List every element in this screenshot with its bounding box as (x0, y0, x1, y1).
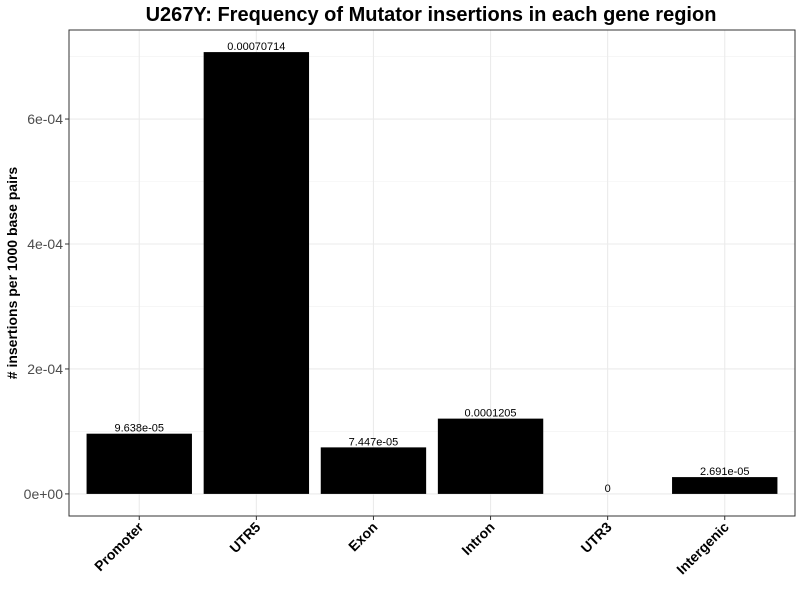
data-label-exon: 7.447e-05 (349, 436, 399, 448)
data-label-utr3: 0 (605, 483, 611, 495)
y-tick-label: 4e-04 (27, 236, 63, 252)
data-label-intergenic: 2.691e-05 (700, 466, 750, 478)
chart-title: U267Y: Frequency of Mutator insertions i… (146, 4, 717, 26)
bar-exon (320, 447, 427, 494)
bar-promoter (86, 433, 192, 494)
x-tick-label-utr3: UTR3 (578, 519, 615, 556)
y-tick-label: 2e-04 (27, 361, 63, 377)
x-tick-label-exon: Exon (345, 519, 381, 555)
bars (86, 52, 778, 494)
x-axis: Promoter UTR5 Exon Intron UTR3 Intergenic (91, 516, 732, 577)
bar-intergenic (672, 477, 778, 494)
y-axis-label: # insertions per 1000 base pairs (4, 167, 20, 380)
plot-panel-border (68, 29, 796, 517)
x-tick-label-intron: Intron (458, 519, 497, 558)
data-label-promoter: 9.638e-05 (114, 423, 164, 435)
bar-utr5 (203, 52, 310, 494)
data-labels: 9.638e-05 0.00070714 7.447e-05 0.0001205 0 2.… (114, 41, 749, 495)
y-axis: 0e+00 2e-04 4e-04 6e-04 (24, 111, 69, 502)
data-label-intron: 0.0001205 (465, 408, 517, 420)
x-tick-label-utr5: UTR5 (226, 519, 263, 556)
x-tick-label-intergenic: Intergenic (673, 519, 732, 578)
y-tick-label: 0e+00 (24, 486, 64, 502)
y-tick-label: 6e-04 (27, 111, 63, 127)
x-tick-label-promoter: Promoter (91, 518, 147, 574)
bar-intron (437, 418, 544, 494)
data-label-utr5: 0.00070714 (227, 41, 285, 53)
